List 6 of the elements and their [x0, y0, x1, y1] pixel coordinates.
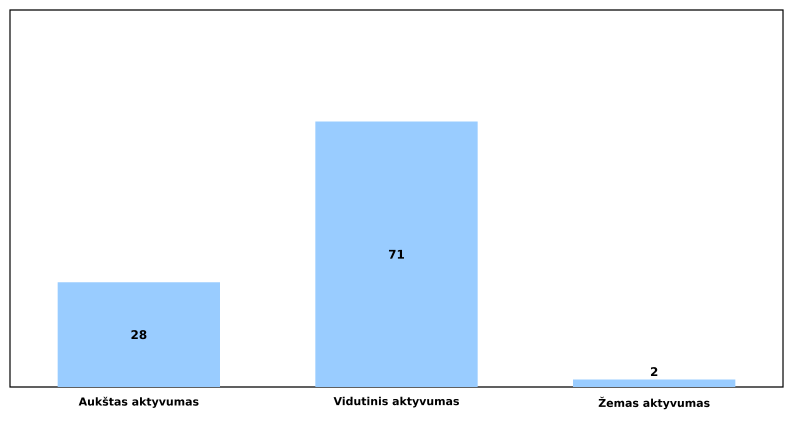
- x-tick-label: Žemas aktyvumas: [598, 396, 710, 410]
- data-label: 71: [388, 250, 404, 259]
- data-label: 2: [650, 367, 658, 376]
- data-label: 28: [131, 330, 146, 340]
- x-tick-label: Aukštas aktyvumas: [78, 396, 199, 408]
- x-tick-label: Vidutinis aktyvumas: [334, 396, 459, 408]
